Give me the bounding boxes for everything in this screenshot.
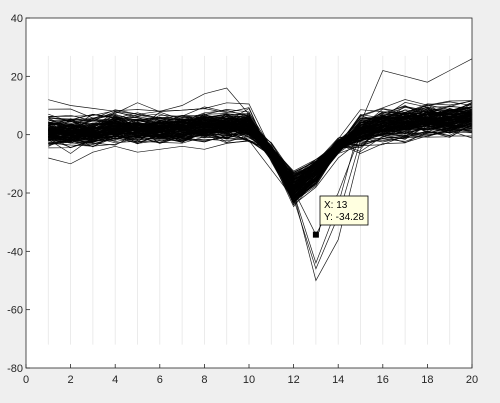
waveform-line [48, 58, 473, 265]
y-tick-label: -20 [7, 188, 23, 200]
waveform-line [48, 110, 473, 189]
waveform-line [48, 120, 473, 194]
waveform-line [48, 105, 473, 177]
x-tick-label: 6 [157, 374, 163, 386]
x-tick-label: 4 [112, 374, 118, 386]
datatip-box [319, 195, 369, 226]
y-tick-label: -40 [7, 246, 23, 258]
y-tick-label: -60 [7, 305, 23, 317]
axis-ticks: 0 2 4 6 8 10 12 14 16 18 20 -80 -60 -40 -20 0 20 40 [7, 13, 478, 386]
datatip-marker[interactable] [312, 231, 319, 238]
waveform-line [48, 101, 473, 203]
y-tick-label: 0 [17, 130, 23, 142]
datatip[interactable]: X: 13 Y: -34.28 [312, 195, 369, 238]
x-tick-label: 8 [201, 374, 207, 386]
datatip-x-label: X: 13 [324, 200, 348, 211]
x-tick-label: 20 [466, 374, 478, 386]
x-tick-label: 16 [377, 374, 389, 386]
waveform-line [48, 113, 473, 191]
waveform-line [48, 130, 473, 198]
x-tick-label: 2 [68, 374, 74, 386]
waveform-line [48, 113, 473, 236]
x-tick-label: 10 [243, 374, 255, 386]
waveform-lines [48, 58, 473, 282]
datatip-y-label: Y: -34.28 [324, 212, 364, 223]
y-tick-label: -80 [7, 363, 23, 375]
y-tick-label: 20 [11, 71, 23, 83]
x-tick-label: 0 [23, 374, 29, 386]
waveform-line [48, 128, 473, 206]
x-tick-label: 18 [421, 374, 433, 386]
y-tick-label: 40 [11, 13, 23, 25]
x-tick-label: 14 [332, 374, 344, 386]
x-tick-label: 12 [287, 374, 299, 386]
waveform-line [48, 87, 473, 282]
